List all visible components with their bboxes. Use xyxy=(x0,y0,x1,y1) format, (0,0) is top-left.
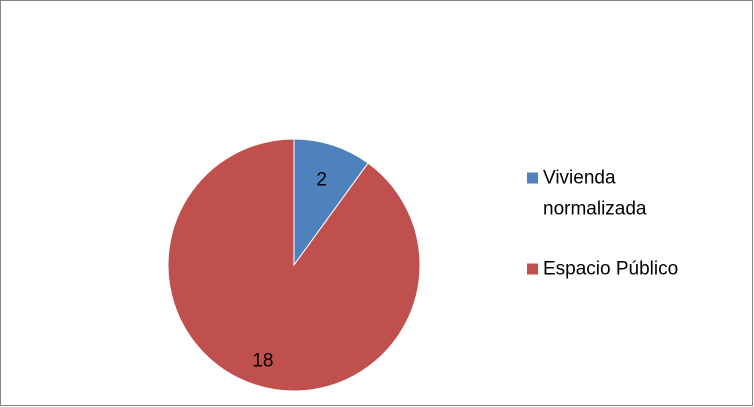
pie-slice-1 xyxy=(293,138,369,267)
data-label-2: 18 xyxy=(252,350,273,371)
pie-slice-2 xyxy=(167,138,421,392)
pie-slices xyxy=(167,138,421,392)
legend-label-1-line-1: Vivienda xyxy=(543,168,616,189)
legend: Vivienda normalizada Espacio Público xyxy=(527,168,678,280)
legend-label-1-line-2: normalizada xyxy=(543,199,647,220)
legend-swatch-1 xyxy=(527,172,538,184)
legend-label-2: Espacio Público xyxy=(543,259,678,280)
legend-swatch-2 xyxy=(527,263,538,275)
pie-data-labels: 2 18 xyxy=(252,169,327,371)
data-label-1: 2 xyxy=(316,169,327,190)
